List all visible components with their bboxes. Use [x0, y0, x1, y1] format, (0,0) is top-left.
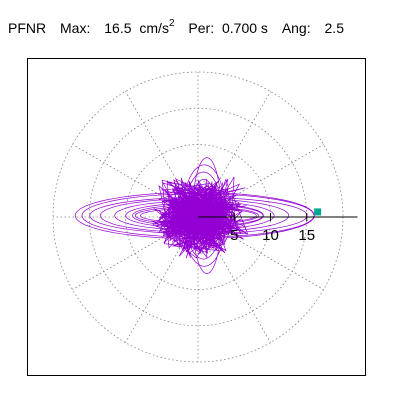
max-unit-base: cm/s: [139, 20, 169, 36]
axis-tick-label-15: 15: [298, 227, 315, 244]
max-unit: cm/s2: [139, 18, 174, 38]
angle-label: Ang:: [281, 20, 311, 36]
axis-tick-label-5: 5: [230, 227, 238, 244]
max-label: Max:: [60, 20, 91, 36]
period-label: Per:: [188, 20, 215, 36]
max-value: 16.5: [104, 20, 132, 36]
polar-plot: 5 10 15: [52, 71, 358, 363]
header-bar: PFNR Max: 16.5 cm/s2 Per: 0.700 s Ang: 2…: [8, 18, 344, 38]
period-value: 0.700 s: [221, 20, 268, 36]
plot-frame: 5 10 15: [27, 58, 366, 376]
motion-trace: [74, 157, 315, 274]
station-label: PFNR: [8, 20, 47, 36]
angle-value: 2.5: [324, 20, 344, 36]
max-unit-exponent: 2: [168, 18, 175, 29]
max-marker: [314, 208, 322, 216]
axis-tick-label-10: 10: [262, 227, 279, 244]
